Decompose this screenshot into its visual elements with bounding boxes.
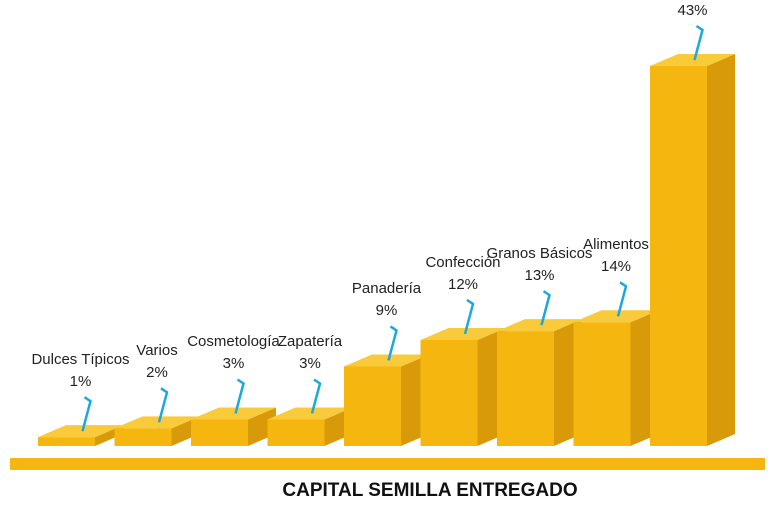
value-label: 3% (299, 355, 321, 373)
category-label: Varios (136, 342, 178, 360)
value-label: 13% (524, 267, 555, 285)
connector (616, 281, 628, 317)
connector (463, 298, 475, 335)
category-label: Panadería (351, 280, 422, 298)
chart-title: CAPITAL SEMILLA ENTREGADO (282, 480, 578, 501)
bar-top (267, 407, 353, 420)
bar (267, 419, 325, 446)
bar (573, 322, 631, 446)
bar (191, 419, 248, 446)
bar-top (420, 327, 506, 340)
category-label: Dulces Típicos (31, 351, 130, 369)
connector (693, 24, 704, 61)
bar (420, 339, 478, 446)
bar-label: Dulces Típicos 1% (21, 349, 141, 393)
connector (387, 325, 398, 361)
bar-top (114, 416, 200, 429)
bar-top (497, 319, 582, 332)
value-label: 43% (677, 2, 708, 19)
bar-label: Cosmetología 3% (174, 331, 294, 375)
bar-label: Zapatería 3% (250, 331, 370, 375)
value-label: 1% (69, 373, 92, 391)
bar-top (191, 407, 276, 420)
connector (540, 290, 551, 326)
bar (650, 66, 707, 446)
bar (114, 428, 172, 446)
value-label: 14% (600, 258, 632, 276)
bar-top (344, 354, 429, 367)
category-label: Cosmetología (187, 333, 280, 351)
value-label: 9% (375, 302, 398, 320)
bar (497, 331, 554, 446)
connector (234, 378, 245, 414)
bar-top (573, 310, 659, 323)
base-bar (10, 458, 765, 470)
bar-side (707, 54, 735, 446)
bar (38, 437, 95, 446)
category-label: Granos Básicos (486, 245, 593, 263)
connector (81, 396, 92, 432)
bar-label: Confección 12% (403, 252, 523, 296)
value-label: 12% (447, 275, 479, 293)
bar (344, 366, 401, 446)
category-label: Alimentos (583, 236, 649, 254)
bar-label: Aves43% (633, 0, 753, 22)
bar-top (38, 425, 123, 438)
bar-label: Varios 2% (97, 340, 217, 384)
connector (157, 387, 169, 423)
bar-top (650, 54, 735, 66)
value-label: 2% (146, 364, 168, 382)
bar-label: Panadería 9% (327, 278, 447, 322)
bar-label: Granos Básicos 13% (480, 243, 600, 287)
connector (310, 378, 322, 414)
category-label: Zapatería (277, 333, 343, 351)
value-label: 3% (222, 355, 245, 373)
bar-label: Alimentos 14% (556, 234, 676, 278)
category-label: Confección (425, 253, 501, 271)
